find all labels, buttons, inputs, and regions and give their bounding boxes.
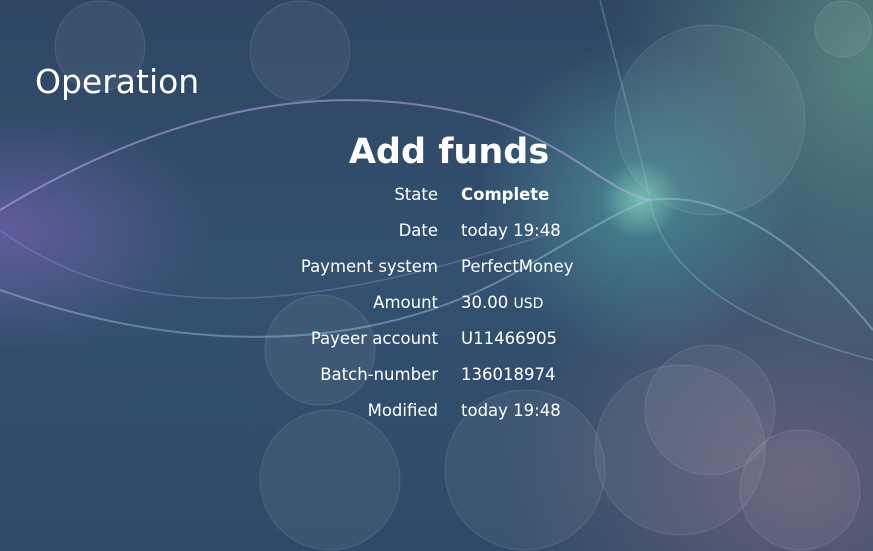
label-payment-system: Payment system — [300, 257, 438, 276]
value-state: Complete — [461, 185, 550, 204]
row-payment-system: Payment system PerfectMoney — [0, 257, 873, 281]
page-title: Operation — [35, 62, 200, 101]
row-modified: Modified today 19:48 — [0, 401, 873, 425]
value-amount: 30.00 USD — [461, 293, 543, 312]
operation-heading: Add funds — [348, 132, 550, 172]
amount-currency: USD — [513, 296, 544, 312]
value-modified: today 19:48 — [461, 401, 561, 420]
row-date: Date today 19:48 — [0, 221, 873, 245]
value-date: today 19:48 — [461, 221, 561, 240]
label-state: State — [394, 185, 438, 204]
label-payeer-account: Payeer account — [310, 329, 438, 348]
label-batch-number: Batch-number — [320, 365, 438, 384]
row-amount: Amount 30.00 USD — [0, 293, 873, 317]
value-payeer-account: U11466905 — [461, 329, 558, 348]
amount-number: 30.00 — [461, 293, 509, 312]
row-batch-number: Batch-number 136018974 — [0, 365, 873, 389]
row-payeer-account: Payeer account U11466905 — [0, 329, 873, 353]
row-state: State Complete — [0, 185, 873, 209]
value-batch-number: 136018974 — [461, 365, 556, 384]
label-amount: Amount — [373, 293, 438, 312]
label-modified: Modified — [367, 401, 438, 420]
value-payment-system: PerfectMoney — [461, 257, 574, 276]
label-date: Date — [398, 221, 438, 240]
